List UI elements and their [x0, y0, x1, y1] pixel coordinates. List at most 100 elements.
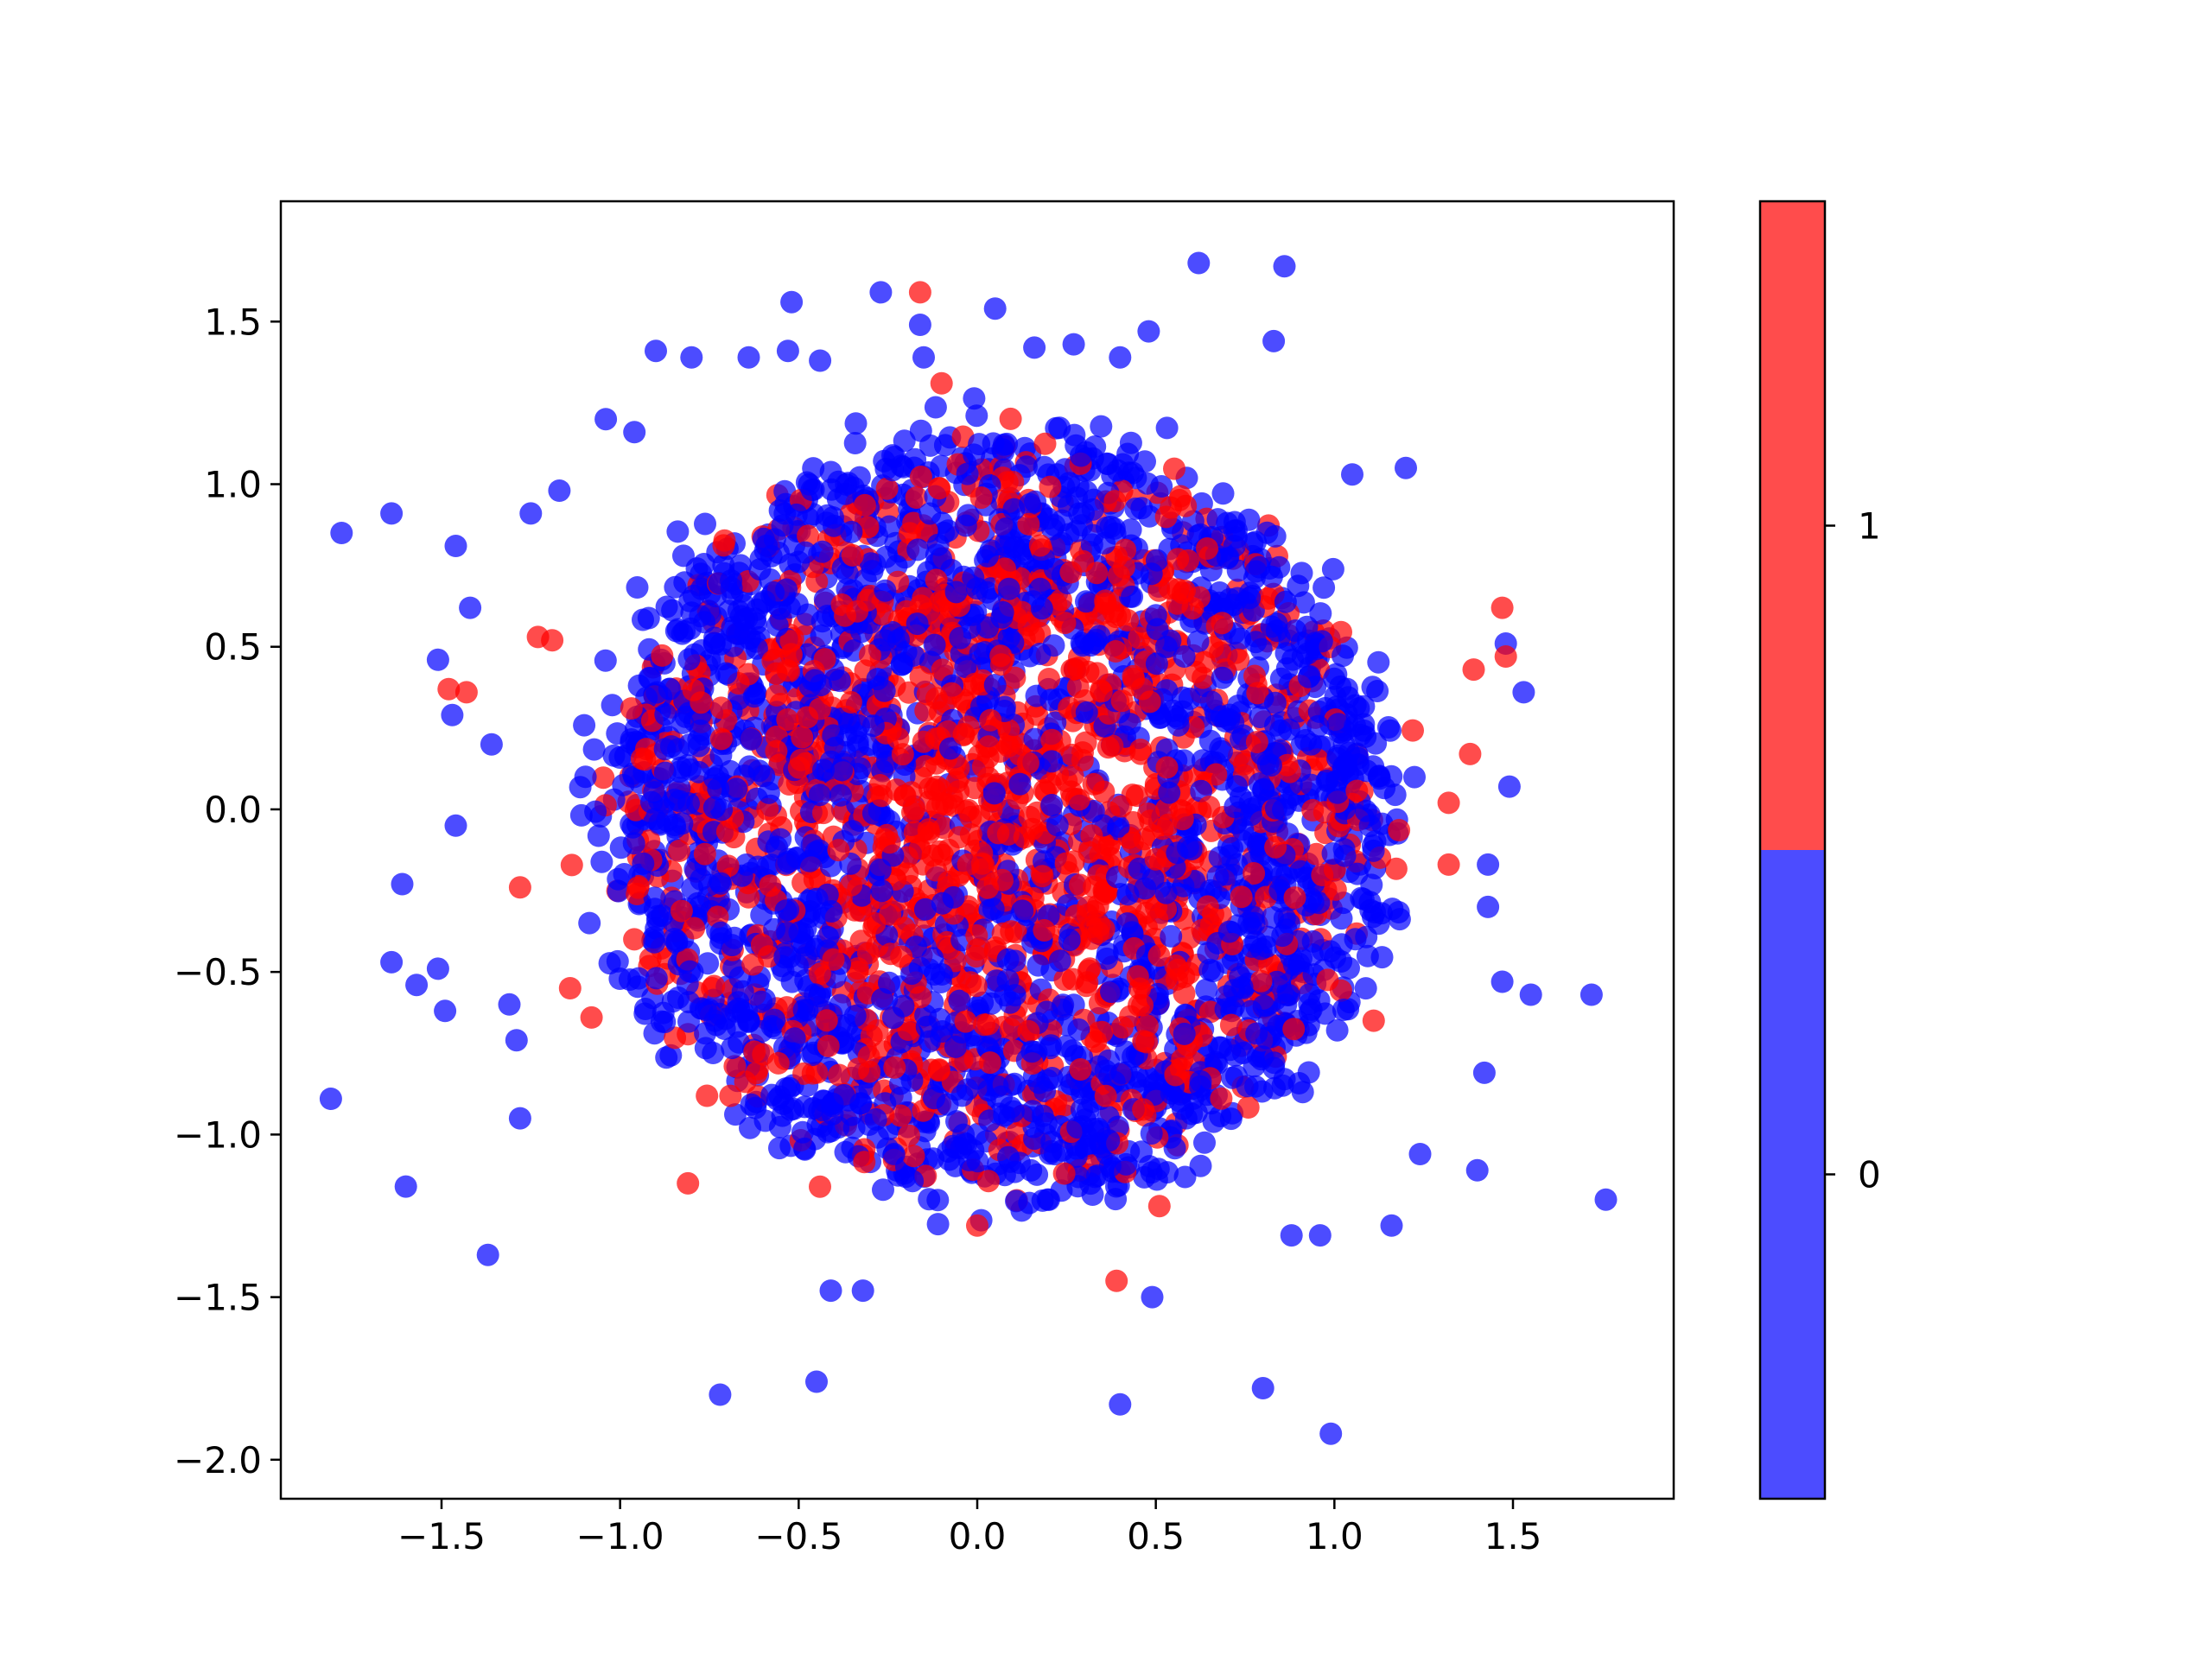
point-class-0 — [1039, 688, 1063, 712]
point-class-0 — [1039, 1034, 1063, 1057]
point-class-1 — [827, 839, 850, 862]
point-class-0 — [661, 990, 684, 1013]
point-class-0 — [1249, 937, 1273, 961]
point-class-1 — [952, 722, 976, 745]
point-class-0 — [1137, 320, 1160, 343]
point-class-0 — [908, 314, 931, 336]
point-class-1 — [909, 466, 932, 488]
x-tick-label: 1.5 — [1484, 1515, 1542, 1557]
point-class-0 — [769, 828, 792, 851]
point-class-1 — [853, 1151, 876, 1174]
point-class-0 — [1259, 754, 1282, 777]
y-tick-label: −1.0 — [174, 1113, 262, 1156]
point-class-0 — [694, 512, 716, 536]
point-class-1 — [808, 962, 831, 986]
point-class-0 — [613, 863, 636, 885]
point-class-1 — [741, 953, 765, 976]
point-class-1 — [971, 755, 995, 778]
point-class-0 — [753, 590, 776, 612]
point-class-0 — [661, 599, 684, 622]
point-class-0 — [819, 1279, 842, 1303]
point-class-0 — [1362, 839, 1385, 862]
y-tick-label: −0.5 — [174, 951, 262, 993]
x-tick-label: 1.0 — [1306, 1515, 1363, 1557]
point-class-0 — [587, 824, 610, 847]
point-class-1 — [1164, 954, 1187, 977]
point-class-0 — [633, 1002, 657, 1025]
point-class-0 — [1354, 977, 1377, 1000]
point-class-1 — [959, 805, 982, 828]
point-class-0 — [1300, 887, 1323, 910]
point-class-0 — [1155, 738, 1179, 761]
point-class-1 — [1088, 914, 1111, 937]
point-class-1 — [623, 928, 646, 951]
point-class-0 — [775, 578, 798, 601]
point-class-0 — [1352, 695, 1376, 718]
point-class-1 — [1256, 587, 1280, 610]
point-class-1 — [1151, 817, 1174, 841]
point-class-1 — [1345, 779, 1369, 802]
point-class-0 — [1075, 590, 1097, 613]
point-class-1 — [925, 687, 948, 710]
point-class-0 — [906, 612, 929, 636]
point-class-0 — [1332, 758, 1355, 781]
point-class-1 — [651, 644, 674, 667]
point-class-0 — [601, 694, 624, 717]
point-class-0 — [622, 832, 645, 855]
point-class-0 — [1497, 775, 1521, 798]
point-class-1 — [1144, 847, 1167, 871]
point-class-0 — [1208, 591, 1231, 614]
point-class-0 — [519, 502, 543, 525]
point-class-0 — [1061, 1039, 1084, 1063]
point-class-1 — [1384, 857, 1408, 880]
point-class-0 — [924, 396, 947, 419]
point-class-0 — [996, 948, 1020, 971]
point-class-0 — [783, 1027, 806, 1050]
point-class-1 — [893, 917, 916, 940]
y-tick-label: 0.0 — [204, 789, 262, 831]
point-class-1 — [592, 766, 615, 790]
point-class-0 — [750, 990, 773, 1013]
point-class-0 — [1052, 993, 1075, 1017]
point-class-1 — [776, 659, 799, 682]
point-class-0 — [1251, 1377, 1274, 1399]
point-class-1 — [1131, 993, 1154, 1017]
point-class-1 — [1121, 831, 1144, 854]
point-class-0 — [709, 872, 733, 895]
point-class-0 — [1330, 933, 1353, 956]
point-class-1 — [1236, 1096, 1260, 1119]
point-class-1 — [558, 977, 582, 999]
point-class-1 — [1230, 885, 1253, 909]
point-class-0 — [1118, 713, 1141, 736]
point-class-0 — [808, 783, 831, 807]
point-class-1 — [997, 719, 1020, 742]
point-class-1 — [913, 755, 937, 777]
y-tick-label: 0.5 — [204, 626, 262, 669]
point-class-1 — [878, 831, 901, 854]
point-class-1 — [677, 1171, 700, 1195]
point-class-1 — [668, 840, 690, 862]
point-class-1 — [1016, 752, 1039, 775]
point-class-0 — [1140, 562, 1163, 586]
point-class-1 — [863, 911, 887, 935]
point-class-0 — [991, 438, 1014, 461]
point-class-0 — [1002, 498, 1026, 521]
point-class-0 — [737, 1010, 760, 1033]
point-class-1 — [670, 899, 693, 923]
point-class-1 — [856, 588, 880, 612]
point-class-1 — [1069, 1058, 1092, 1081]
point-class-0 — [1219, 1107, 1243, 1131]
point-class-0 — [1115, 1152, 1138, 1176]
point-class-0 — [906, 538, 930, 561]
point-class-0 — [1173, 1165, 1197, 1189]
point-class-0 — [1062, 333, 1085, 356]
point-class-1 — [1196, 895, 1219, 918]
point-class-0 — [1289, 860, 1313, 883]
x-tick-label: 0.5 — [1127, 1515, 1185, 1557]
point-class-0 — [869, 281, 893, 304]
point-class-0 — [793, 1137, 816, 1160]
point-class-1 — [454, 681, 478, 704]
point-class-1 — [1494, 645, 1517, 668]
point-class-0 — [1028, 577, 1052, 600]
